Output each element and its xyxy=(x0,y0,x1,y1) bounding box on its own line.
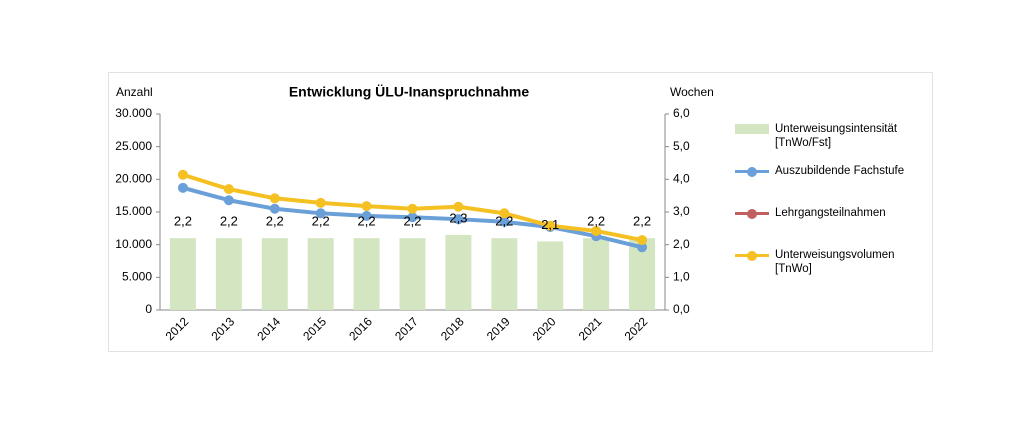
x-tick-label: 2012 xyxy=(163,314,192,343)
data-label: 2,2 xyxy=(403,214,421,229)
legend-item: Unterweisungsvolumen [TnWo] xyxy=(735,248,920,290)
y-tick-label: 0 xyxy=(145,302,152,316)
y2-tick-label: 0,0 xyxy=(673,302,690,316)
marker xyxy=(407,203,418,214)
legend-label: Lehrgangsteilnahmen xyxy=(775,207,886,219)
x-tick-label: 2019 xyxy=(484,314,513,343)
data-label: 2,2 xyxy=(358,214,376,229)
data-label: 2,1 xyxy=(541,217,559,232)
bar xyxy=(215,238,242,310)
data-label: 2,2 xyxy=(174,214,192,229)
legend-label: Unterweisungsvolumen [TnWo] xyxy=(775,249,895,275)
legend-marker xyxy=(747,250,757,261)
marker xyxy=(545,220,556,231)
data-label: 2,3 xyxy=(449,210,467,225)
y-tick-label: 30.000 xyxy=(115,106,152,120)
y-tick-label: 20.000 xyxy=(115,172,152,186)
marker xyxy=(499,208,510,219)
y2-tick-label: 2,0 xyxy=(673,237,690,251)
y2-tick-label: 3,0 xyxy=(673,204,690,218)
legend-swatch xyxy=(735,124,769,134)
legend-item: Lehrgangsteilnahmen xyxy=(735,206,920,248)
data-label: 2,2 xyxy=(220,214,238,229)
marker xyxy=(223,195,234,206)
legend: Unterweisungsintensität [TnWo/Fst] Auszub… xyxy=(735,122,920,290)
marker xyxy=(499,216,510,227)
x-tick-label: 2016 xyxy=(346,314,375,343)
x-tick-label: 2022 xyxy=(622,314,651,343)
marker xyxy=(361,210,372,221)
legend-marker xyxy=(747,208,757,219)
y-tick-label: 5.000 xyxy=(122,270,152,284)
bar xyxy=(537,241,564,310)
y-axis-label: Anzahl xyxy=(116,85,153,99)
x-tick-label: 2013 xyxy=(208,314,237,343)
marker xyxy=(269,193,280,204)
x-tick-label: 2021 xyxy=(576,314,605,343)
legend-item: Auszubildende Fachstufe xyxy=(735,164,920,206)
x-tick-label: 2020 xyxy=(530,314,559,343)
y-tick-label: 15.000 xyxy=(115,204,152,218)
legend-item: Unterweisungsintensität [TnWo/Fst] xyxy=(735,122,920,164)
bar xyxy=(169,238,196,310)
x-tick-label: 2015 xyxy=(300,314,329,343)
legend-swatch xyxy=(735,166,769,177)
data-label: 2,2 xyxy=(633,214,651,229)
y-tick-label: 25.000 xyxy=(115,139,152,153)
data-label: 2,2 xyxy=(266,214,284,229)
bar xyxy=(445,234,472,310)
marker xyxy=(361,201,372,212)
legend-marker xyxy=(747,166,757,177)
data-label: 2,2 xyxy=(495,214,513,229)
y2-tick-label: 4,0 xyxy=(673,172,690,186)
marker xyxy=(269,203,280,214)
marker xyxy=(315,197,326,208)
marker xyxy=(591,225,602,236)
marker xyxy=(223,184,234,195)
data-label: 2,2 xyxy=(312,214,330,229)
x-tick-label: 2014 xyxy=(254,314,283,343)
legend-swatch xyxy=(735,208,769,219)
y2-tick-label: 6,0 xyxy=(673,106,690,120)
chart-title: Entwicklung ÜLU-Inanspruchnahme xyxy=(289,84,530,100)
bar xyxy=(307,238,334,310)
bar xyxy=(399,238,426,310)
marker xyxy=(177,182,188,193)
y2-tick-label: 5,0 xyxy=(673,139,690,153)
marker xyxy=(453,201,464,212)
bar xyxy=(583,238,610,310)
data-label: 2,2 xyxy=(587,214,605,229)
bar xyxy=(491,238,518,310)
bar xyxy=(261,238,288,310)
marker xyxy=(407,212,418,223)
legend-label: Unterweisungsintensität [TnWo/Fst] xyxy=(775,123,898,149)
legend-swatch xyxy=(735,250,769,261)
x-tick-label: 2017 xyxy=(392,314,421,343)
bar xyxy=(353,238,380,310)
marker xyxy=(177,169,188,180)
y2-tick-label: 1,0 xyxy=(673,270,690,284)
marker xyxy=(637,242,648,253)
y2-axis-label: Wochen xyxy=(670,85,714,99)
legend-label: Auszubildende Fachstufe xyxy=(775,165,905,177)
marker xyxy=(315,208,326,219)
x-tick-label: 2018 xyxy=(438,314,467,343)
marker xyxy=(637,235,648,246)
chart-frame xyxy=(108,72,933,352)
y-tick-label: 10.000 xyxy=(115,237,152,251)
marker xyxy=(453,214,464,225)
